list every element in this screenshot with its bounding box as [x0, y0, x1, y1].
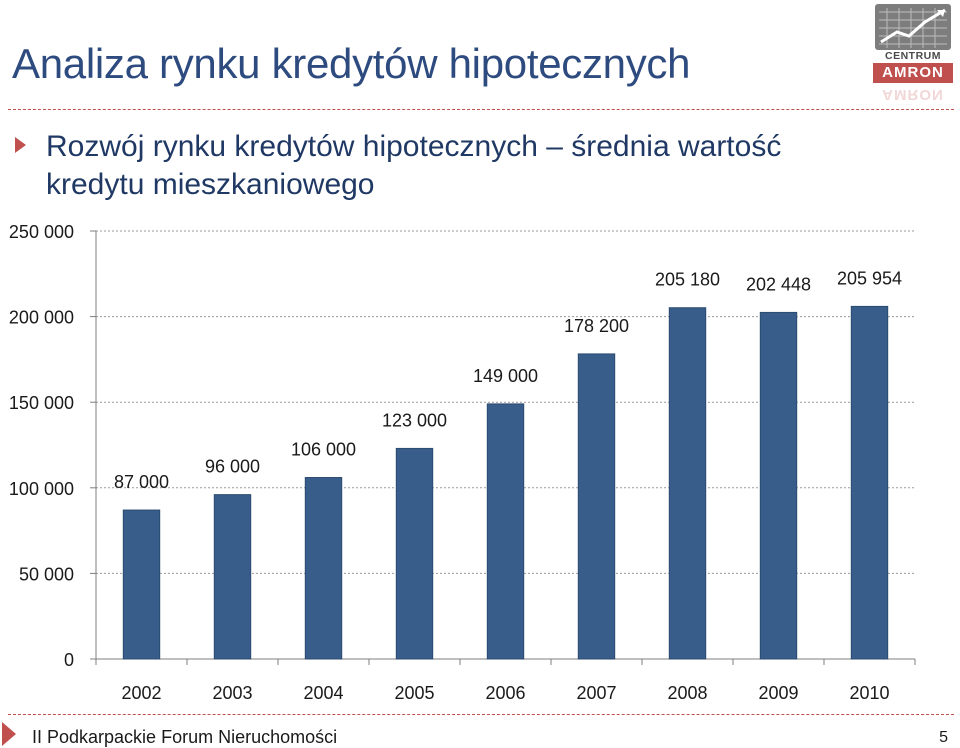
data-label-2002: 87 000 — [114, 472, 169, 492]
y-tick-label: 100 000 — [9, 479, 74, 499]
x-tick-label-2008: 2008 — [667, 683, 707, 703]
data-label-2008: 205 180 — [655, 270, 720, 290]
bullet-arrow-icon — [15, 137, 26, 153]
footer-arrow-icon — [2, 722, 16, 746]
x-tick-label-2010: 2010 — [849, 683, 889, 703]
data-label-2005: 123 000 — [382, 410, 447, 430]
bars — [122, 305, 889, 660]
data-label-2007: 178 200 — [564, 316, 629, 336]
footer-divider — [8, 714, 954, 715]
data-label-2003: 96 000 — [205, 457, 260, 477]
bar-2003 — [213, 494, 252, 660]
y-tick-label: 250 000 — [9, 222, 74, 242]
footer-text: II Podkarpackie Forum Nieruchomości — [32, 727, 338, 747]
x-tick-label-2007: 2007 — [576, 683, 616, 703]
x-tick-label-2002: 2002 — [121, 683, 161, 703]
x-tick-label-2003: 2003 — [212, 683, 252, 703]
title-divider — [8, 109, 954, 110]
bar-2008 — [668, 307, 707, 660]
logo-word-centrum: CENTRUM — [885, 50, 941, 62]
slide-title: Analiza rynku kredytów hipotecznych — [12, 40, 691, 87]
bar-2007 — [577, 353, 616, 660]
data-labels: 87 000 96 000 106 000 123 000 149 000 178 200… — [114, 268, 902, 492]
y-tick-label: 200 000 — [9, 308, 74, 328]
bar-2009 — [759, 311, 798, 660]
logo-reflection: AMRON — [882, 86, 944, 103]
bar-2005 — [395, 447, 434, 660]
y-tick-labels: 0 50 000 100 000 150 000 200 000 250 000 — [9, 222, 74, 670]
y-tick-label: 0 — [64, 650, 74, 670]
x-tick-labels: 2002 2003 2004 2005 2006 2007 2008 2009 2010 — [121, 683, 889, 703]
logo-word-amron: AMRON — [873, 63, 953, 83]
x-tick-label-2009: 2009 — [758, 683, 798, 703]
x-tick-label-2006: 2006 — [485, 683, 525, 703]
bar-2006 — [486, 403, 525, 660]
slide-subtitle: Rozwój rynku kredytów hipotecznych – śre… — [46, 130, 782, 201]
x-tick-label-2005: 2005 — [394, 683, 434, 703]
data-label-2010: 205 954 — [837, 268, 902, 288]
data-label-2009: 202 448 — [746, 274, 811, 294]
logo-chart-icon — [875, 4, 951, 50]
y-tick-label: 50 000 — [19, 564, 74, 584]
page-number: 5 — [939, 729, 948, 746]
bar-chart: 87 000 96 000 106 000 123 000 149 000 178 200… — [9, 222, 916, 703]
data-label-2006: 149 000 — [473, 366, 538, 386]
data-label-2004: 106 000 — [291, 440, 356, 460]
x-tick-label-2004: 2004 — [303, 683, 343, 703]
bar-2010 — [850, 305, 889, 660]
centrum-amron-logo: CENTRUM AMRON AMRON — [873, 4, 953, 108]
y-tick-label: 150 000 — [9, 393, 74, 413]
bar-2004 — [304, 477, 343, 660]
bar-2002 — [122, 509, 161, 660]
